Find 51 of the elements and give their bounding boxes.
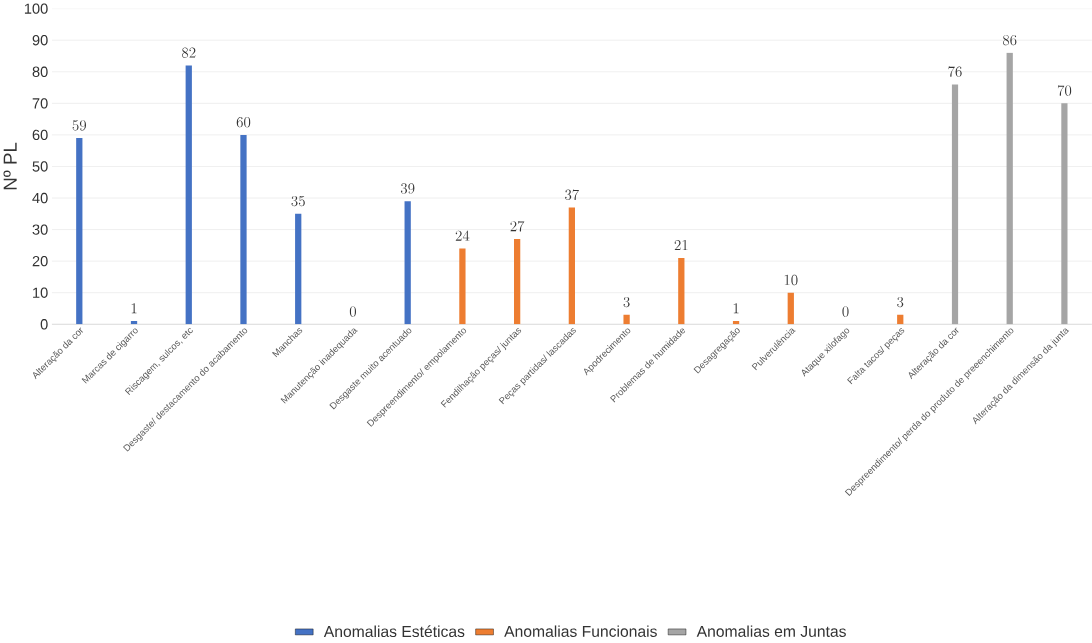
bar bbox=[240, 135, 247, 325]
data-label: 1 bbox=[131, 303, 137, 314]
legend-label: Anomalias em Juntas bbox=[696, 625, 846, 638]
bar bbox=[404, 201, 411, 325]
bar bbox=[897, 314, 904, 325]
bar bbox=[459, 248, 466, 325]
y-axis-title: Nº PL bbox=[3, 142, 17, 190]
y-tick-label: 80 bbox=[32, 66, 48, 78]
bar bbox=[678, 258, 685, 325]
data-label: 39 bbox=[400, 183, 415, 194]
data-label: 76 bbox=[948, 66, 962, 78]
y-tick-label: 30 bbox=[32, 224, 48, 235]
data-label: 35 bbox=[291, 196, 305, 207]
data-label: 86 bbox=[1002, 35, 1017, 46]
bar bbox=[623, 314, 630, 325]
data-label: 59 bbox=[72, 120, 87, 131]
y-tick-label: 50 bbox=[32, 161, 48, 172]
y-tick-label: 0 bbox=[40, 319, 48, 330]
y-tick-label: 90 bbox=[32, 35, 48, 46]
bar bbox=[514, 239, 521, 325]
bar bbox=[732, 321, 740, 325]
bar bbox=[130, 321, 138, 325]
data-label: 3 bbox=[897, 297, 904, 308]
data-label: 0 bbox=[349, 306, 356, 317]
y-tick-label: 40 bbox=[32, 193, 48, 204]
data-label: 82 bbox=[182, 47, 196, 59]
bar bbox=[1006, 53, 1013, 325]
bar bbox=[295, 213, 302, 325]
data-label: 27 bbox=[510, 221, 525, 232]
y-tick-label: 60 bbox=[32, 129, 48, 141]
bar bbox=[787, 292, 794, 325]
bar bbox=[76, 138, 83, 325]
data-label: 24 bbox=[455, 230, 470, 241]
data-label: 21 bbox=[674, 240, 688, 251]
legend-label: Anomalias Funcionais bbox=[504, 625, 657, 638]
bar bbox=[1061, 103, 1068, 325]
y-tick-label: 20 bbox=[32, 256, 48, 267]
data-label: 60 bbox=[236, 117, 251, 128]
bar bbox=[568, 207, 575, 325]
data-label: 70 bbox=[1057, 85, 1072, 96]
data-label: 1 bbox=[733, 303, 739, 314]
legend-label: Anomalias Estéticas bbox=[323, 625, 465, 638]
y-tick-label: 100 bbox=[24, 3, 48, 15]
data-label: 37 bbox=[565, 189, 579, 201]
data-label: 0 bbox=[842, 306, 849, 317]
data-label: 10 bbox=[784, 275, 798, 286]
y-tick-label: 10 bbox=[33, 287, 48, 299]
data-label: 3 bbox=[623, 297, 630, 308]
y-tick-label: 70 bbox=[32, 98, 48, 109]
bar bbox=[951, 84, 959, 325]
bar bbox=[185, 65, 192, 325]
